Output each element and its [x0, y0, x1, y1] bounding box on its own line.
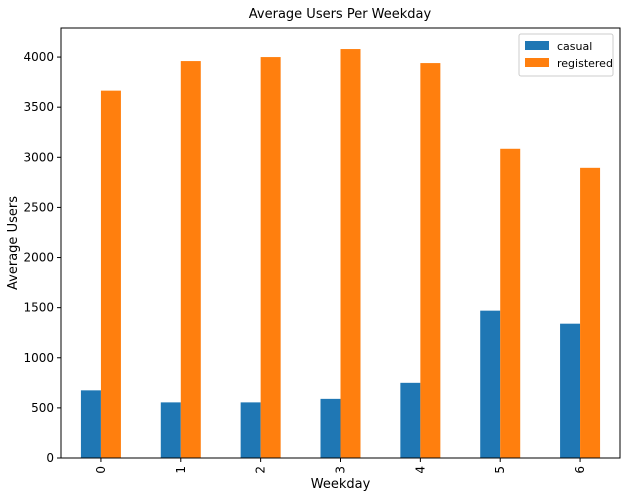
legend-label-registered: registered	[557, 57, 613, 70]
y-tick-label: 500	[31, 401, 54, 415]
y-tick-label: 0	[46, 451, 54, 465]
bars-layer	[80, 49, 601, 459]
x-tick-label: 4	[413, 466, 427, 474]
chart-title: Average Users Per Weekday	[249, 7, 432, 22]
bar-registered-6	[580, 167, 601, 458]
bar-registered-3	[340, 49, 361, 458]
bar-casual-6	[560, 323, 581, 458]
bar-casual-0	[80, 390, 101, 458]
bar-casual-1	[160, 402, 181, 458]
x-tick-label: 1	[174, 466, 188, 474]
y-axis: 0 500 1000 1500 2000 2500 3000 3500 4000	[23, 50, 61, 465]
legend: casual registered	[518, 33, 614, 77]
y-tick-label: 3000	[23, 150, 54, 164]
x-tick-label: 0	[94, 466, 108, 474]
bar-registered-2	[260, 57, 281, 459]
y-tick-label: 4000	[23, 50, 54, 64]
bar-registered-0	[100, 90, 121, 458]
x-tick-label: 3	[334, 466, 348, 474]
legend-swatch-casual	[525, 41, 549, 50]
y-tick-label: 1500	[23, 301, 54, 315]
bar-registered-4	[420, 63, 441, 459]
bar-registered-1	[180, 61, 201, 458]
bar-registered-5	[500, 148, 521, 458]
y-tick-label: 2500	[23, 200, 54, 214]
y-tick-label: 3500	[23, 100, 54, 114]
legend-label-casual: casual	[557, 40, 592, 53]
y-tick-label: 2000	[23, 251, 54, 265]
bar-casual-5	[480, 310, 501, 458]
x-tick-label: 2	[254, 466, 268, 474]
bar-casual-4	[400, 382, 421, 458]
y-axis-label: Average Users	[6, 196, 21, 290]
plot-frame	[60, 27, 621, 459]
x-tick-label: 5	[493, 466, 507, 474]
bar-casual-3	[320, 398, 341, 458]
x-tick-label: 6	[573, 466, 587, 474]
legend-swatch-registered	[525, 58, 549, 67]
y-tick-label: 1000	[23, 351, 54, 365]
x-axis: 0 1 2 3 4 5 6	[94, 458, 587, 474]
x-axis-label: Weekday	[311, 477, 371, 492]
bar-casual-2	[240, 402, 261, 458]
